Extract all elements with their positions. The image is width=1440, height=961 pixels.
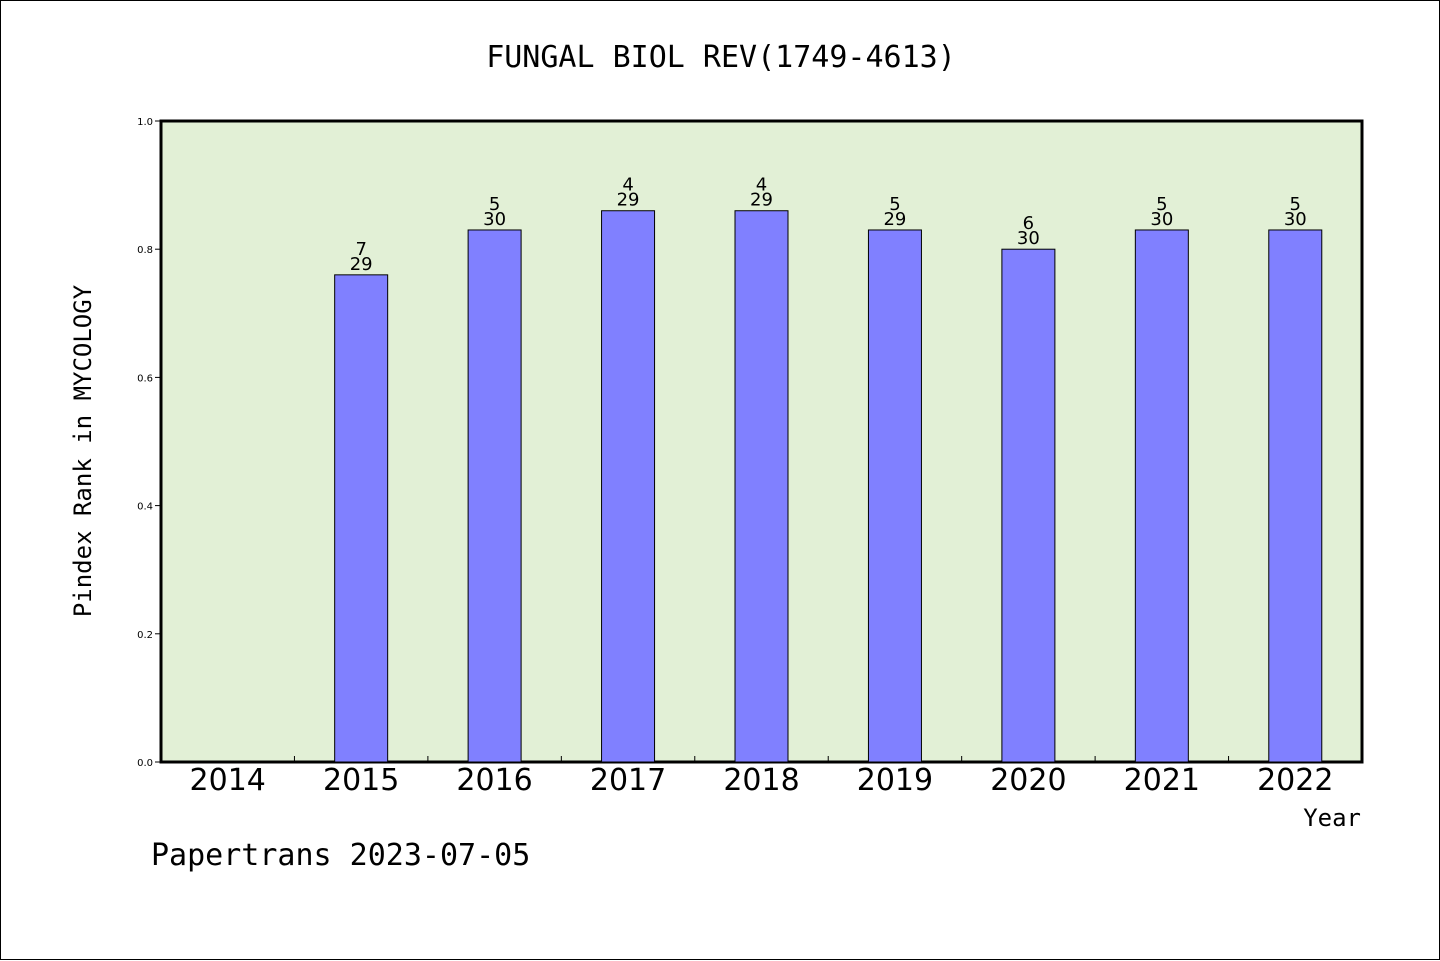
bar [867,229,922,763]
chart-title: FUNGAL BIOL REV(1749-4613) [486,40,956,75]
bar-rank-label: 4 [622,175,633,196]
bar [1268,229,1323,763]
x-tick-label: 2018 [723,763,799,798]
bar-total-label: 29 [617,190,640,211]
x-tick-label: 2016 [456,763,532,798]
bar [1001,248,1056,763]
y-axis-label: Pindex Rank in MYCOLOGY [69,284,97,617]
bar-total-label: 29 [750,190,773,211]
x-tick-label: 2017 [590,763,666,798]
x-tick-label: 2022 [1257,763,1333,798]
bar-rank-label: 5 [1290,194,1301,215]
bar [334,274,389,763]
bar [467,229,522,763]
bars [334,210,1323,763]
y-tick-label: 0.2 [137,630,153,641]
y-tick-label: 0.8 [137,245,153,256]
bar-rank-label: 7 [355,239,366,260]
x-tick-label: 2015 [323,763,399,798]
x-axis: 2014 2015 2016 2017 2018 2019 2020 2021 2022 [190,756,1333,798]
y-axis: 0.0 0.2 0.4 0.6 0.8 1.0 [137,117,161,769]
x-tick-label: 2014 [190,763,266,798]
bar [1134,229,1189,763]
bar-total-label: 30 [1150,209,1173,230]
bar-total-label: 29 [350,254,373,275]
bar-total-label: 30 [1017,228,1040,249]
y-tick-label: 1.0 [137,117,153,128]
bar-rank-label: 5 [489,194,500,215]
y-tick-label: 0.6 [137,373,153,384]
y-tick-label: 0.4 [137,502,153,513]
footer-credit: Papertrans 2023-07-05 [151,838,530,873]
x-tick-label: 2021 [1124,763,1200,798]
bar-rank-label: 5 [1156,194,1167,215]
bar [601,210,656,763]
x-axis-label: Year [1303,804,1361,832]
bar-rank-label: 4 [756,175,767,196]
x-tick-label: 2020 [990,763,1066,798]
bar [734,210,789,763]
bar-rank-label: 5 [889,194,900,215]
bar-total-label: 30 [483,209,506,230]
bar-rank-label: 6 [1023,213,1034,234]
bar-total-label: 29 [883,209,906,230]
x-tick-label: 2019 [857,763,933,798]
bar-total-label: 30 [1284,209,1307,230]
y-tick-label: 0.0 [137,758,153,769]
